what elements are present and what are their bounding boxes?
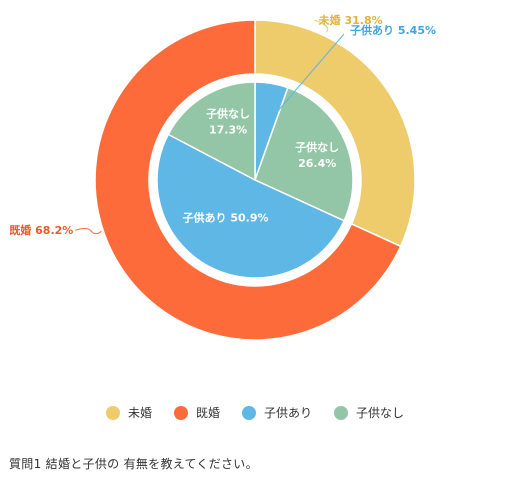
legend-label: 既婚 [195,406,220,420]
inner-slice-2 [156,133,346,279]
leader-line-unmarried [314,19,329,33]
legend-swatch [173,405,188,420]
legend-label: 未婚 [127,406,152,420]
legend-item-no-children[interactable]: 子供なし [334,404,404,421]
inner-slice-1 [254,86,354,222]
label-with-children-large: 子供あり 50.9% [183,211,269,225]
legend: 未婚 既婚 子供あり 子供なし [0,404,510,421]
legend-swatch [105,405,120,420]
label-with-children-small: 子供あり 5.45% [350,23,436,37]
inner-slice-3 [167,81,256,182]
outer-slice-1 [94,19,402,341]
question-caption: 質問1 結婚と子供の 有無を教えてください。 [9,457,258,471]
outer-slice-0 [254,19,416,248]
legend-item-with-children[interactable]: 子供あり [242,404,312,421]
leader-line-with-children-small [263,33,345,128]
legend-label: 子供なし [356,406,405,420]
leader-line-married [75,227,102,235]
legend-swatch [242,405,256,420]
legend-label: 子供あり [264,406,313,420]
label-married: 既婚 68.2% [9,223,73,237]
label-unmarried: 未婚 31.8% [318,13,383,27]
legend-swatch [334,405,349,420]
label-no-children-small: 子供なし 17.3% [206,106,250,136]
label-no-children-large: 子供なし 26.4% [295,140,339,170]
donut-chart: 未婚 31.8% 既婚 68.2% 子供あり 5.45% 子供なし 26.4% 子供あり … [9,13,436,341]
legend-item-married[interactable]: 既婚 [173,404,220,421]
legend-item-unmarried[interactable]: 未婚 [105,404,152,421]
